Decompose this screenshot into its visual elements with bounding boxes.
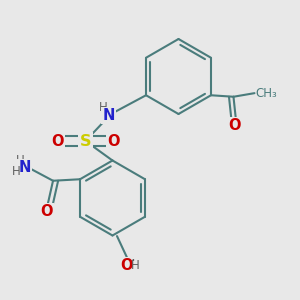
Text: O: O bbox=[107, 134, 120, 148]
Text: N: N bbox=[102, 108, 115, 123]
Text: ·: · bbox=[130, 254, 135, 269]
Text: H: H bbox=[12, 165, 20, 178]
Text: O: O bbox=[51, 134, 64, 148]
Text: CH₃: CH₃ bbox=[255, 87, 277, 100]
Text: H: H bbox=[99, 101, 108, 114]
Text: N: N bbox=[18, 160, 31, 175]
Text: H: H bbox=[16, 154, 24, 167]
Text: O: O bbox=[120, 258, 132, 273]
Text: S: S bbox=[80, 134, 91, 148]
Text: O: O bbox=[40, 204, 52, 219]
Text: O: O bbox=[228, 118, 241, 133]
Text: H: H bbox=[131, 259, 140, 272]
